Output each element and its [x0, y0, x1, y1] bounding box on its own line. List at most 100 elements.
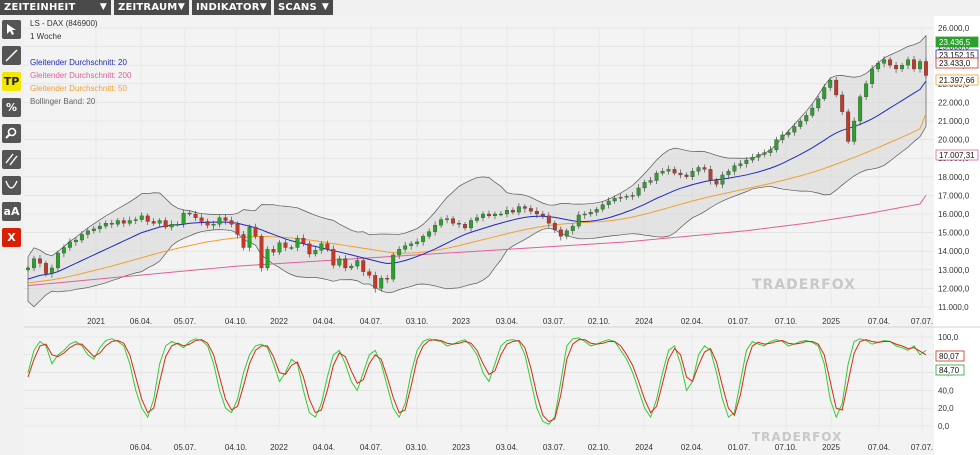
legend-entry: Gleitender Durchschnitt: 50 — [30, 84, 127, 93]
candle-body — [882, 59, 887, 64]
candle-body — [163, 220, 168, 228]
candle-body — [654, 172, 659, 181]
price-tag: 23.433,0 — [935, 57, 979, 69]
legend-entry: Bollinger Band: 20 — [30, 97, 96, 106]
x-tick-label: 2023 — [452, 317, 470, 326]
candle-body — [421, 236, 426, 243]
candle-body — [696, 167, 701, 172]
osc-x-tick-label: 04.10. — [225, 443, 247, 452]
candle-body — [876, 63, 881, 70]
candle-body — [888, 59, 893, 66]
cursor-tool[interactable] — [2, 20, 21, 39]
candle-body — [576, 214, 581, 227]
candle-body — [774, 139, 779, 150]
candles — [26, 55, 928, 293]
parallel-tool[interactable] — [2, 150, 21, 169]
text-tool[interactable]: aA — [2, 202, 21, 221]
chart-area[interactable]: 26.000,025.000,024.000,023.000,022.000,0… — [24, 16, 980, 455]
x-tick-label: 2022 — [270, 317, 288, 326]
x-tick-label: 04.07. — [360, 317, 382, 326]
candle-body — [732, 165, 737, 172]
candle-body — [570, 225, 575, 231]
candle-body — [403, 245, 408, 250]
candle-body — [810, 107, 815, 116]
candle-body — [391, 254, 396, 280]
candle-body — [624, 196, 629, 198]
candle-body — [516, 206, 521, 213]
line-icon — [5, 49, 18, 62]
candle-body — [457, 223, 461, 225]
candle-body — [720, 174, 725, 185]
candle-body — [355, 260, 360, 267]
candle-body — [594, 209, 599, 213]
x-tick-label: 04.04. — [313, 317, 335, 326]
x-tick-label: 01.07. — [728, 317, 750, 326]
candle-body — [498, 213, 503, 216]
candle-body — [630, 195, 635, 197]
menu-scans[interactable]: SCANS ▼ — [274, 0, 333, 15]
delete-tool[interactable]: X — [2, 228, 21, 247]
zoom-tool[interactable] — [2, 124, 21, 143]
candle-body — [307, 243, 312, 255]
candle-body — [612, 198, 617, 202]
candle-body — [786, 132, 791, 136]
candle-body — [55, 252, 60, 269]
candle-body — [660, 171, 665, 174]
candle-body — [768, 149, 773, 153]
candle-body — [67, 241, 72, 248]
x-tick-label: 03.10. — [406, 317, 428, 326]
osc-y-tick-label: 20,0 — [938, 404, 954, 413]
candle-body — [684, 174, 689, 177]
close-icon: X — [7, 231, 16, 244]
candle-body — [900, 65, 905, 70]
watermark-logo: TRADERFOX — [752, 430, 842, 444]
candle-body — [49, 267, 54, 274]
candle-body — [103, 223, 108, 227]
y-tick-label: 17.000,0 — [938, 191, 970, 200]
candle-body — [133, 219, 138, 221]
candle-body — [331, 249, 336, 266]
candle-body — [564, 230, 569, 237]
candle-body — [235, 224, 240, 235]
price-tag-label: 17.007,31 — [939, 151, 975, 160]
x-tick-label: 07.07. — [911, 317, 933, 326]
candle-body — [636, 187, 641, 196]
candle-body — [157, 220, 162, 224]
x-tick-label: 04.10. — [225, 317, 247, 326]
candle-body — [79, 234, 84, 241]
chevron-down-icon: ▼ — [99, 2, 107, 12]
candle-body — [313, 250, 318, 255]
candle-body — [744, 159, 749, 164]
y-tick-label: 21.000,0 — [938, 117, 970, 126]
candle-body — [798, 120, 803, 127]
candle-body — [481, 213, 485, 218]
y-tick-label: 18.000,0 — [938, 173, 970, 182]
curve-tool[interactable] — [2, 176, 21, 195]
candle-body — [828, 79, 833, 88]
candle-body — [678, 172, 683, 176]
osc-x-tick-label: 2023 — [452, 443, 470, 452]
candle-body — [816, 98, 821, 109]
candle-body — [552, 223, 557, 230]
line-tool[interactable] — [2, 46, 21, 65]
candle-body — [600, 204, 605, 210]
menu-zeitraum[interactable]: ZEITRAUM ▼ — [114, 0, 189, 15]
percent-tool[interactable]: % — [2, 98, 21, 117]
y-tick-label: 15.000,0 — [938, 229, 970, 238]
candle-body — [295, 238, 300, 248]
candle-body — [493, 213, 497, 217]
tp-tool[interactable]: TP — [2, 72, 21, 91]
candle-body — [870, 68, 875, 84]
menu-zeiteinheit[interactable]: ZEITEINHEIT ▼ — [0, 0, 111, 15]
y-tick-label: 11.000,0 — [938, 303, 969, 312]
candle-body — [187, 212, 192, 215]
candle-body — [487, 213, 491, 217]
candle-body — [912, 59, 916, 70]
candle-body — [361, 260, 366, 272]
menu-indikator[interactable]: INDIKATOR ▼ — [192, 0, 271, 15]
text-icon: aA — [3, 205, 20, 218]
candle-body — [271, 249, 276, 253]
candle-body — [109, 223, 114, 225]
candle-body — [528, 208, 533, 212]
